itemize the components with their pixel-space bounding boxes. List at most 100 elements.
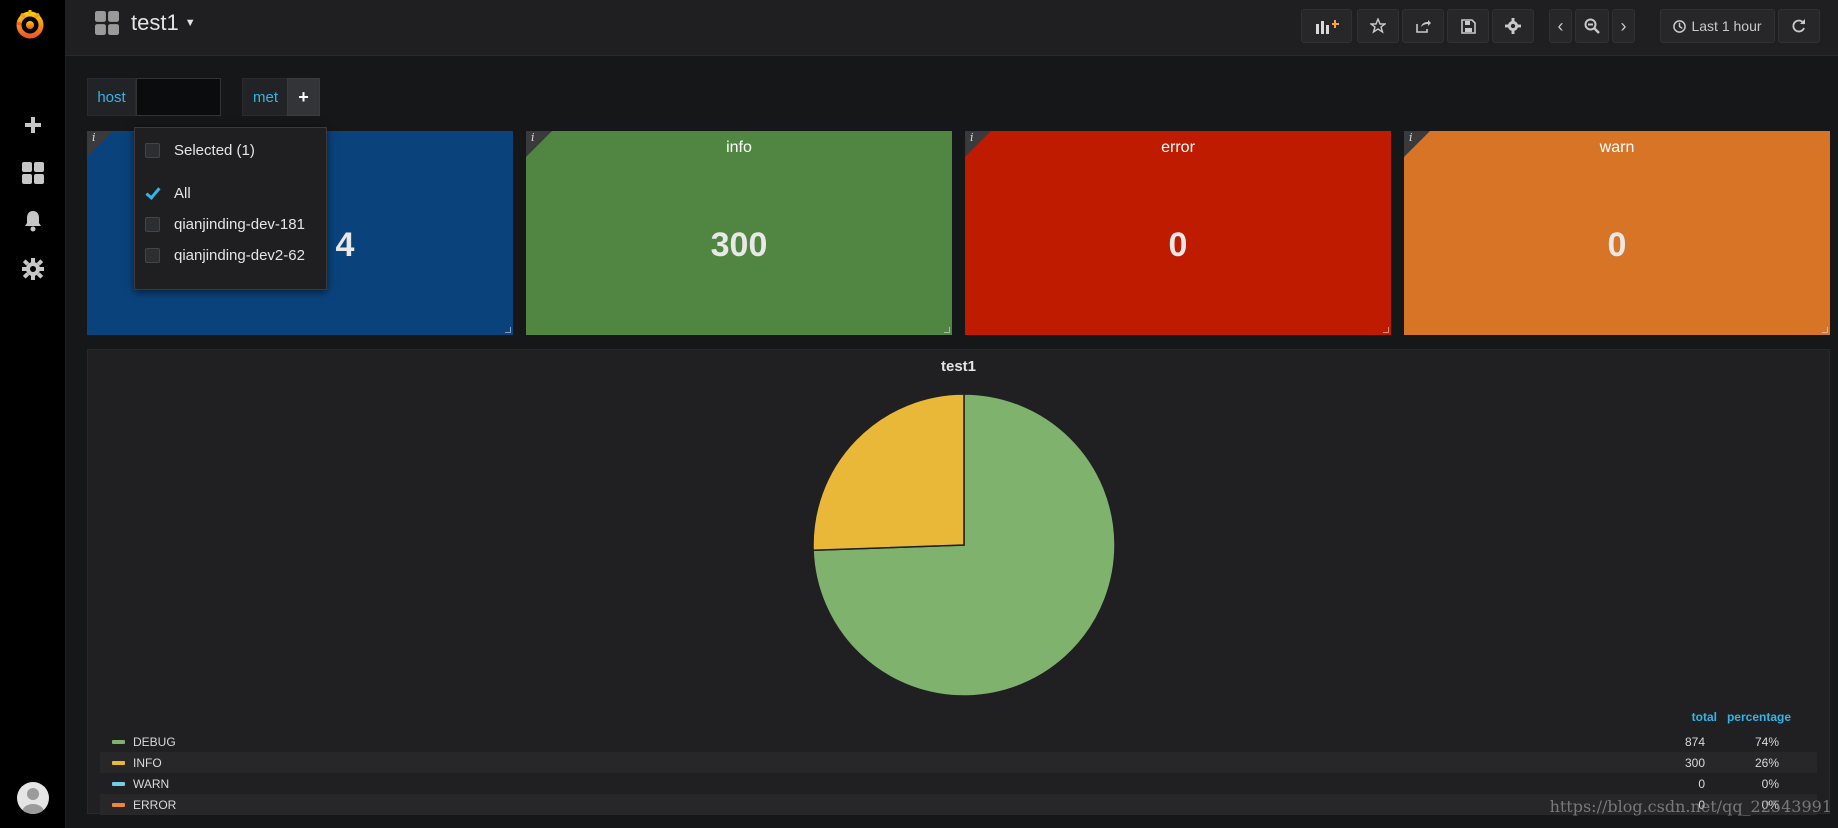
legend-swatch[interactable] bbox=[112, 781, 125, 786]
stat-panel-value: 300 bbox=[710, 226, 768, 264]
legend-row-error[interactable]: ERROR 0 0% bbox=[100, 794, 1817, 815]
legend-total-value: 0 bbox=[1698, 776, 1705, 791]
variable-host-input[interactable] bbox=[136, 78, 221, 116]
gear-icon[interactable] bbox=[0, 249, 65, 289]
watermark: https://blog.csdn.net/qq_22543991 bbox=[1549, 797, 1832, 816]
legend-label[interactable]: WARN bbox=[133, 776, 170, 791]
legend-percentage-value: 0% bbox=[1761, 776, 1779, 791]
info-icon[interactable]: i bbox=[531, 131, 535, 144]
dashboard-title[interactable]: test1 bbox=[131, 10, 179, 35]
panel-info-corner bbox=[87, 131, 113, 157]
dropdown-option-label: qianjinding-dev-181 bbox=[174, 216, 305, 233]
legend-swatch[interactable] bbox=[112, 760, 125, 765]
stat-panel-info[interactable]: i info 300 bbox=[526, 131, 952, 335]
stat-panel-value: 0 bbox=[1607, 226, 1627, 264]
dashboards-grid-icon bbox=[95, 11, 119, 35]
checkbox-checked[interactable] bbox=[145, 186, 160, 201]
plus-icon: + bbox=[298, 86, 309, 107]
checkbox[interactable] bbox=[145, 217, 160, 232]
panel-info-corner bbox=[1404, 131, 1430, 157]
settings-button[interactable] bbox=[1492, 9, 1534, 43]
info-icon[interactable]: i bbox=[92, 131, 96, 144]
legend-label[interactable]: DEBUG bbox=[133, 734, 176, 749]
bell-icon[interactable] bbox=[0, 201, 65, 241]
legend-row-warn[interactable]: WARN 0 0% bbox=[100, 773, 1817, 794]
refresh-button[interactable] bbox=[1778, 9, 1820, 43]
save-icon bbox=[1460, 18, 1476, 34]
dropdown-option-host-62[interactable]: qianjinding-dev2-62 bbox=[145, 247, 305, 264]
legend-percentage-value: 0% bbox=[1761, 797, 1779, 812]
zoom-out-icon bbox=[1584, 18, 1600, 34]
time-picker-button[interactable]: Last 1 hour bbox=[1660, 9, 1775, 43]
sidebar bbox=[0, 0, 66, 828]
stat-panel-title: error bbox=[1161, 139, 1195, 156]
legend-swatch[interactable] bbox=[112, 802, 125, 807]
add-variable-button[interactable]: + bbox=[287, 78, 320, 116]
legend-label[interactable]: ERROR bbox=[133, 797, 177, 812]
checkbox[interactable] bbox=[145, 143, 160, 158]
add-panel-button[interactable] bbox=[1301, 9, 1352, 43]
share-button[interactable] bbox=[1402, 9, 1444, 43]
caret-down-icon: ▼ bbox=[184, 17, 196, 29]
refresh-icon bbox=[1792, 19, 1805, 33]
dashboard-title-picker[interactable]: test1 ▼ bbox=[95, 10, 196, 36]
legend-row-info[interactable]: INFO 300 26% bbox=[100, 752, 1817, 773]
legend-percentage-value: 26% bbox=[1754, 755, 1779, 770]
panel-title: test1 bbox=[940, 358, 977, 375]
stat-panel-title: warn bbox=[1599, 139, 1635, 156]
dropdown-option-host-181[interactable]: qianjinding-dev-181 bbox=[145, 216, 305, 233]
grafana-logo-icon[interactable] bbox=[13, 7, 47, 41]
dropdown-selected-toggle[interactable]: Selected (1) bbox=[145, 142, 255, 159]
time-forward-button[interactable]: › bbox=[1612, 9, 1635, 43]
legend-swatch[interactable] bbox=[112, 739, 125, 744]
plus-icon[interactable] bbox=[0, 105, 65, 145]
chevron-left-icon: ‹ bbox=[1557, 15, 1564, 36]
dropdown-option-label: All bbox=[174, 185, 191, 202]
stat-panel-warn[interactable]: i warn 0 bbox=[1404, 131, 1830, 335]
gear-icon bbox=[1505, 18, 1521, 34]
dashboards-grid-icon[interactable] bbox=[0, 153, 65, 193]
legend-label[interactable]: INFO bbox=[133, 755, 162, 770]
legend-total-value: 0 bbox=[1698, 797, 1705, 812]
legend-total-value: 300 bbox=[1684, 755, 1705, 770]
resize-handle[interactable] bbox=[1383, 327, 1389, 333]
legend-percentage-value: 74% bbox=[1754, 734, 1779, 749]
legend-total-value: 874 bbox=[1684, 734, 1705, 749]
legend-header-total[interactable]: total bbox=[1691, 710, 1717, 724]
resize-handle[interactable] bbox=[505, 327, 511, 333]
share-icon bbox=[1416, 20, 1431, 33]
host-variable-dropdown: Selected (1) All qianjinding-dev-181 qia… bbox=[134, 127, 327, 290]
zoom-out-button[interactable] bbox=[1575, 9, 1609, 43]
star-button[interactable] bbox=[1357, 9, 1399, 43]
variable-label-host: host bbox=[87, 78, 136, 116]
variable-label-host-text: host bbox=[97, 88, 126, 106]
pie-slice-info[interactable] bbox=[812, 393, 965, 552]
info-icon[interactable]: i bbox=[1409, 131, 1413, 144]
legend-header-percentage[interactable]: percentage bbox=[1726, 710, 1791, 724]
chevron-right-icon: › bbox=[1620, 15, 1627, 36]
resize-handle[interactable] bbox=[944, 327, 950, 333]
variable-label-met: met bbox=[242, 78, 289, 116]
resize-handle[interactable] bbox=[1822, 327, 1828, 333]
avatar[interactable] bbox=[17, 782, 49, 814]
time-back-button[interactable]: ‹ bbox=[1549, 9, 1572, 43]
dropdown-selected-label: Selected (1) bbox=[174, 142, 255, 159]
dropdown-option-label: qianjinding-dev2-62 bbox=[174, 247, 305, 264]
pie-chart bbox=[812, 393, 1116, 697]
time-range-label: Last 1 hour bbox=[1691, 18, 1762, 34]
legend-row-debug[interactable]: DEBUG 874 74% bbox=[100, 731, 1817, 752]
top-navbar: test1 ▼ ‹ › Last 1 hour bbox=[65, 0, 1838, 56]
checkbox[interactable] bbox=[145, 248, 160, 263]
save-button[interactable] bbox=[1447, 9, 1489, 43]
stat-panel-value: 4 bbox=[335, 226, 355, 264]
star-icon bbox=[1370, 18, 1386, 34]
stat-panel-error[interactable]: i error 0 bbox=[965, 131, 1391, 335]
pie-chart-panel[interactable]: test1 total percentage DEBUG 874 74% INFO 30… bbox=[87, 349, 1830, 815]
panel-info-corner bbox=[965, 131, 991, 157]
add-panel-icon bbox=[1315, 20, 1339, 34]
variable-label-met-text: met bbox=[252, 88, 278, 106]
info-icon[interactable]: i bbox=[970, 131, 974, 144]
stat-panel-value: 0 bbox=[1168, 226, 1188, 264]
stat-panel-title: info bbox=[726, 139, 752, 156]
dropdown-option-all[interactable]: All bbox=[145, 185, 191, 202]
